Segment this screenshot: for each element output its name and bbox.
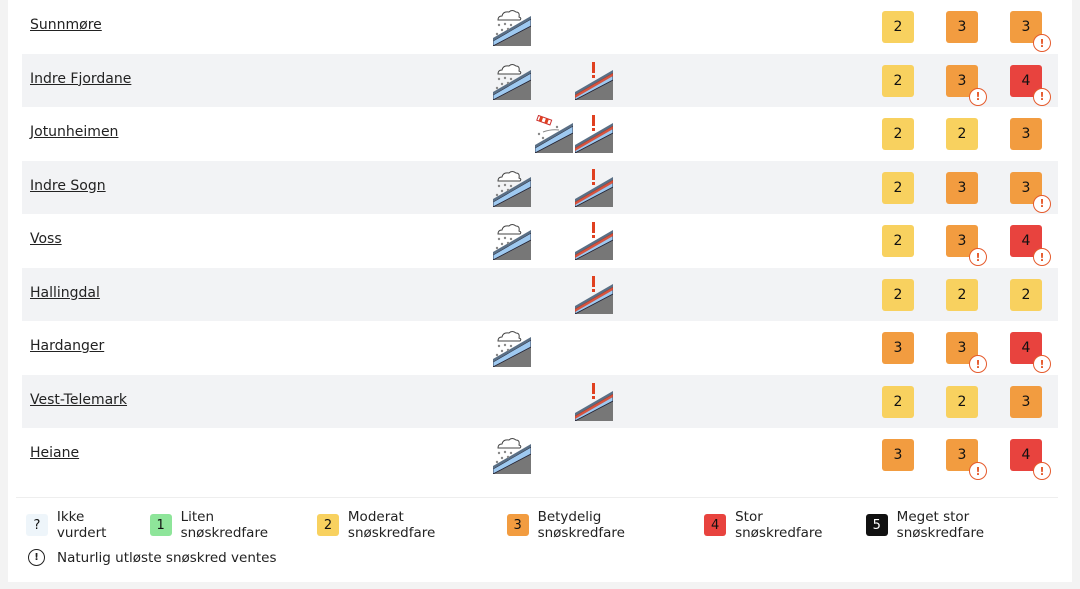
danger-level-badge[interactable]: 3 — [882, 439, 914, 471]
persistent-weak-layer-icon — [574, 222, 614, 261]
danger-level-badge[interactable]: 3 — [1010, 385, 1042, 418]
danger-level-badge[interactable]: 3 — [946, 171, 978, 204]
natural-release-warning-icon: ! — [1033, 462, 1051, 480]
danger-level-badge[interactable]: 3! — [946, 64, 987, 106]
forecast-panel: Sunnmøre 2 3 3! Indre Fjordane 2 3! 4! Jotunheim… — [8, 0, 1072, 582]
new-snow-icon — [492, 8, 532, 47]
region-link[interactable]: Voss — [30, 231, 62, 247]
legend-label: Meget stor snøskredfare — [896, 509, 985, 541]
danger-level-badge[interactable]: 3! — [946, 332, 987, 373]
natural-release-note: ! Naturlig utløste snøskred ventes — [28, 549, 277, 566]
danger-level-badge[interactable]: 2 — [946, 118, 978, 150]
natural-release-warning-icon: ! — [1033, 34, 1051, 52]
table-row: Jotunheimen 2 2 3 — [22, 107, 1058, 161]
region-list: Sunnmøre 2 3 3! Indre Fjordane 2 3! 4! Jotunheim… — [22, 0, 1058, 482]
natural-release-warning-icon: ! — [969, 355, 987, 373]
region-link[interactable]: Indre Sogn — [30, 177, 106, 194]
persistent-weak-layer-icon — [574, 168, 614, 208]
danger-level-badge[interactable]: 3 — [1010, 118, 1042, 150]
legend-level-badge: 3 — [506, 514, 529, 536]
danger-level-badge[interactable]: 2 — [946, 278, 978, 311]
region-link[interactable]: Heiane — [30, 445, 80, 461]
region-link[interactable]: Hallingdal — [30, 284, 100, 301]
table-row: Voss 2 3! 4! — [22, 214, 1058, 268]
danger-level-badge[interactable]: 3! — [946, 439, 987, 480]
region-link[interactable]: Indre Fjordane — [30, 70, 132, 87]
legend-label: Ikke vurdert — [56, 509, 107, 541]
divider — [16, 497, 1058, 498]
table-row: Sunnmøre 2 3 3! — [22, 0, 1058, 54]
persistent-weak-layer-icon — [574, 275, 614, 315]
legend-label: Betydelig snøskredfare — [537, 509, 625, 541]
table-row: Vest-Telemark 2 2 3 — [22, 374, 1058, 428]
danger-level-badge[interactable]: 3 — [946, 11, 978, 43]
legend-item: 4 Stor snøskredfare — [704, 509, 854, 541]
new-snow-icon — [492, 169, 532, 208]
legend-label: Liten snøskredfare — [180, 509, 269, 541]
legend-item: ? Ikke vurdert — [26, 509, 138, 541]
danger-level-badge[interactable]: 2 — [882, 64, 914, 97]
exclamation-circle-icon: ! — [28, 549, 45, 566]
danger-level-badge[interactable]: 3! — [1010, 171, 1051, 213]
legend-item: 1 Liten snøskredfare — [149, 509, 305, 541]
note-label: Naturlig utløste snøskred ventes — [57, 549, 277, 566]
danger-level-badge[interactable]: 2 — [882, 278, 914, 311]
danger-level-badge[interactable]: 4! — [1010, 332, 1051, 373]
legend-item: 2 Moderat snøskredfare — [317, 509, 495, 541]
danger-level-badge[interactable]: 2 — [946, 385, 978, 418]
region-link[interactable]: Hardanger — [30, 338, 105, 354]
region-link[interactable]: Jotunheimen — [30, 124, 119, 140]
danger-legend: ? Ikke vurdert 1 Liten snøskredfare 2 Moderat… — [26, 509, 1072, 541]
natural-release-warning-icon: ! — [969, 87, 987, 106]
danger-level-badge[interactable]: 2 — [882, 11, 914, 43]
legend-level-badge: 1 — [149, 514, 172, 536]
danger-level-badge[interactable]: 4! — [1010, 439, 1051, 480]
new-snow-icon — [492, 329, 532, 368]
natural-release-warning-icon: ! — [969, 462, 987, 480]
legend-label: Moderat snøskredfare — [347, 509, 436, 541]
danger-level-badge[interactable]: 2 — [1010, 278, 1042, 311]
new-snow-icon — [492, 436, 532, 475]
natural-release-warning-icon: ! — [1033, 248, 1051, 266]
table-row: Hallingdal 2 2 2 — [22, 267, 1058, 321]
legend-label: Stor snøskredfare — [735, 509, 823, 541]
danger-level-badge[interactable]: 4! — [1010, 225, 1051, 266]
danger-level-badge[interactable]: 2 — [882, 118, 914, 150]
natural-release-warning-icon: ! — [969, 248, 987, 266]
danger-level-badge[interactable]: 2 — [882, 225, 914, 257]
persistent-weak-layer-icon — [574, 382, 614, 422]
danger-level-badge[interactable]: 4! — [1010, 64, 1051, 106]
danger-level-badge[interactable]: 3! — [1010, 11, 1051, 52]
legend-level-badge: ? — [26, 514, 48, 536]
danger-level-badge[interactable]: 3 — [882, 332, 914, 364]
wind-slab-icon — [534, 114, 574, 154]
persistent-weak-layer-icon — [574, 61, 614, 101]
natural-release-warning-icon: ! — [1033, 194, 1051, 213]
legend-item: 3 Betydelig snøskredfare — [506, 509, 693, 541]
legend-item: 5 Meget stor snøskredfare — [865, 509, 1060, 541]
table-row: Indre Fjordane 2 3! 4! — [22, 53, 1058, 107]
natural-release-warning-icon: ! — [1033, 355, 1051, 373]
table-row: Hardanger 3 3! 4! — [22, 321, 1058, 375]
new-snow-icon — [492, 222, 532, 261]
danger-level-badge[interactable]: 2 — [882, 171, 914, 204]
new-snow-icon — [492, 62, 532, 101]
region-link[interactable]: Sunnmøre — [30, 17, 102, 33]
danger-level-badge[interactable]: 3! — [946, 225, 987, 266]
persistent-weak-layer-icon — [574, 115, 614, 154]
table-row: Heiane 3 3! 4! — [22, 428, 1058, 482]
table-row: Indre Sogn 2 3 3! — [22, 160, 1058, 214]
legend-level-badge: 2 — [317, 514, 339, 536]
region-link[interactable]: Vest-Telemark — [30, 391, 128, 408]
legend-level-badge: 4 — [704, 514, 727, 536]
natural-release-warning-icon: ! — [1033, 87, 1051, 106]
legend-level-badge: 5 — [865, 514, 888, 536]
danger-level-badge[interactable]: 2 — [882, 385, 914, 418]
